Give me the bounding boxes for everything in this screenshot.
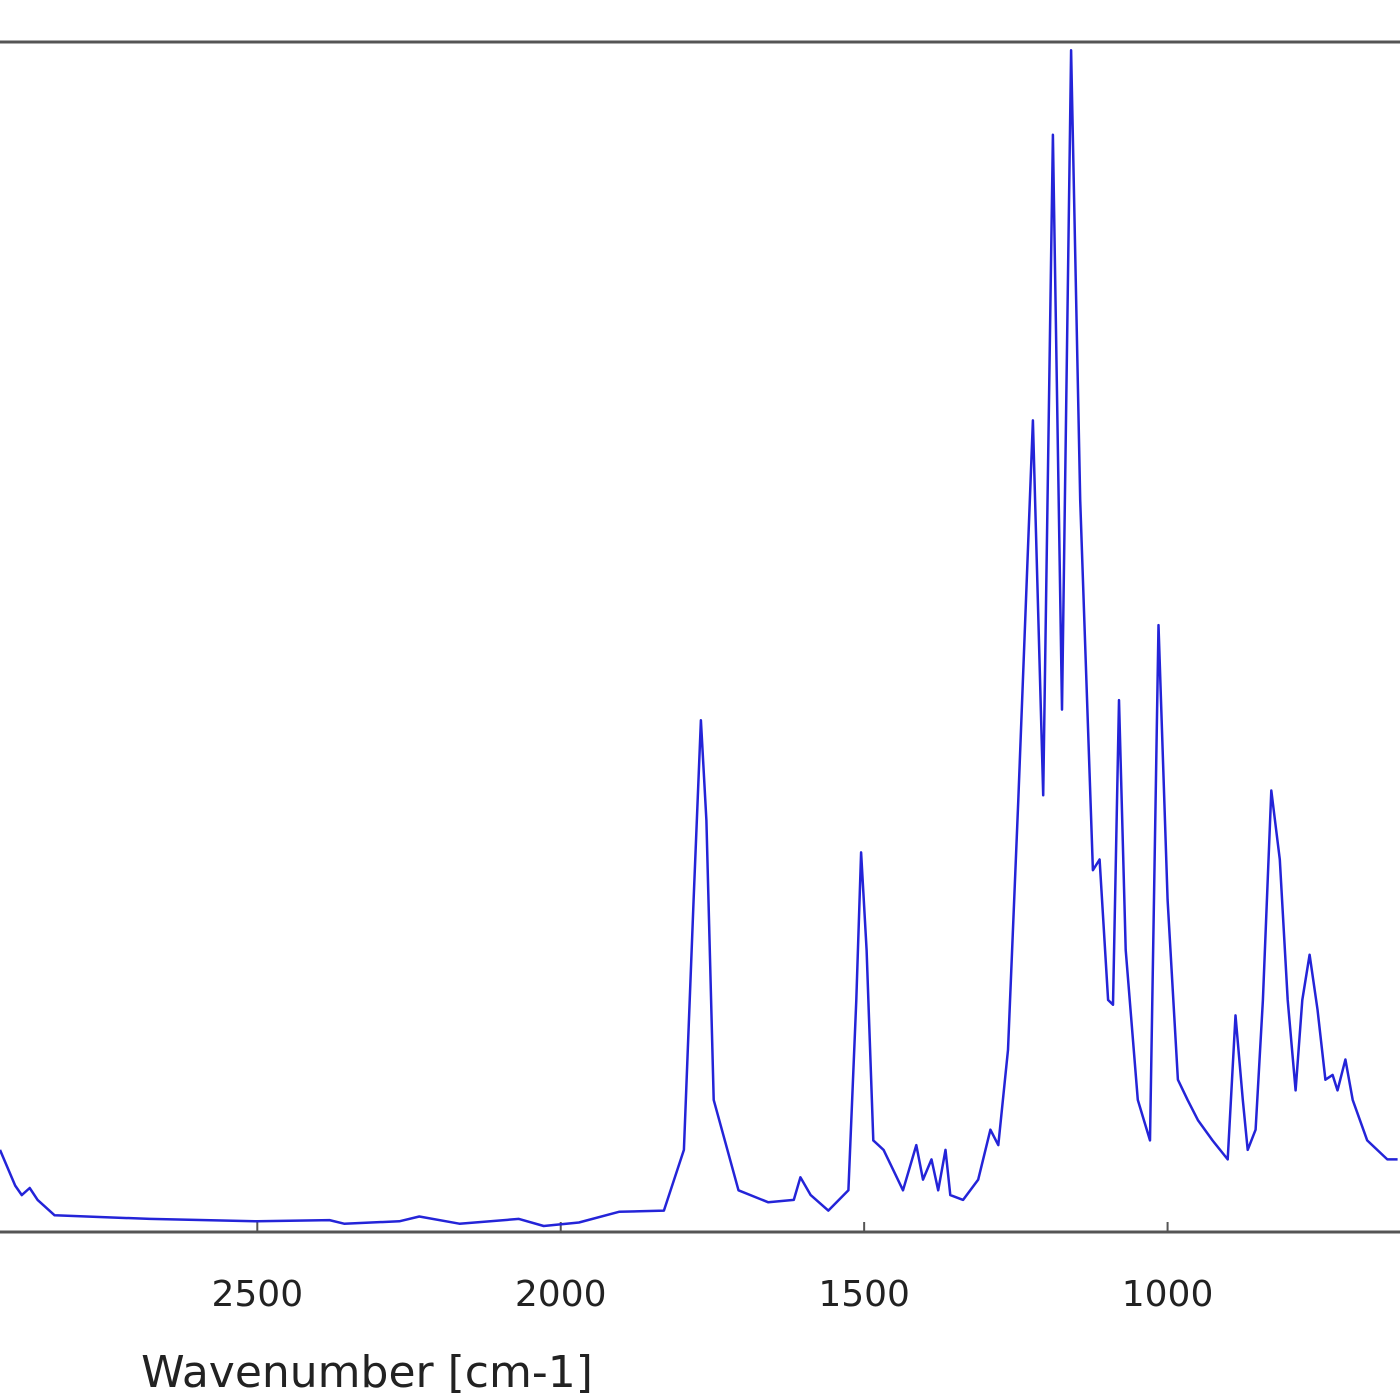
spectrum-line — [0, 49, 1398, 1228]
x-tick-label: 2500 — [211, 1274, 303, 1315]
x-tick-label: 1500 — [818, 1274, 910, 1315]
x-axis-label: Wavenumber [cm-1] — [141, 1347, 593, 1398]
x-tick-label: 1000 — [1122, 1274, 1214, 1315]
x-tick-label: 2000 — [515, 1274, 607, 1315]
